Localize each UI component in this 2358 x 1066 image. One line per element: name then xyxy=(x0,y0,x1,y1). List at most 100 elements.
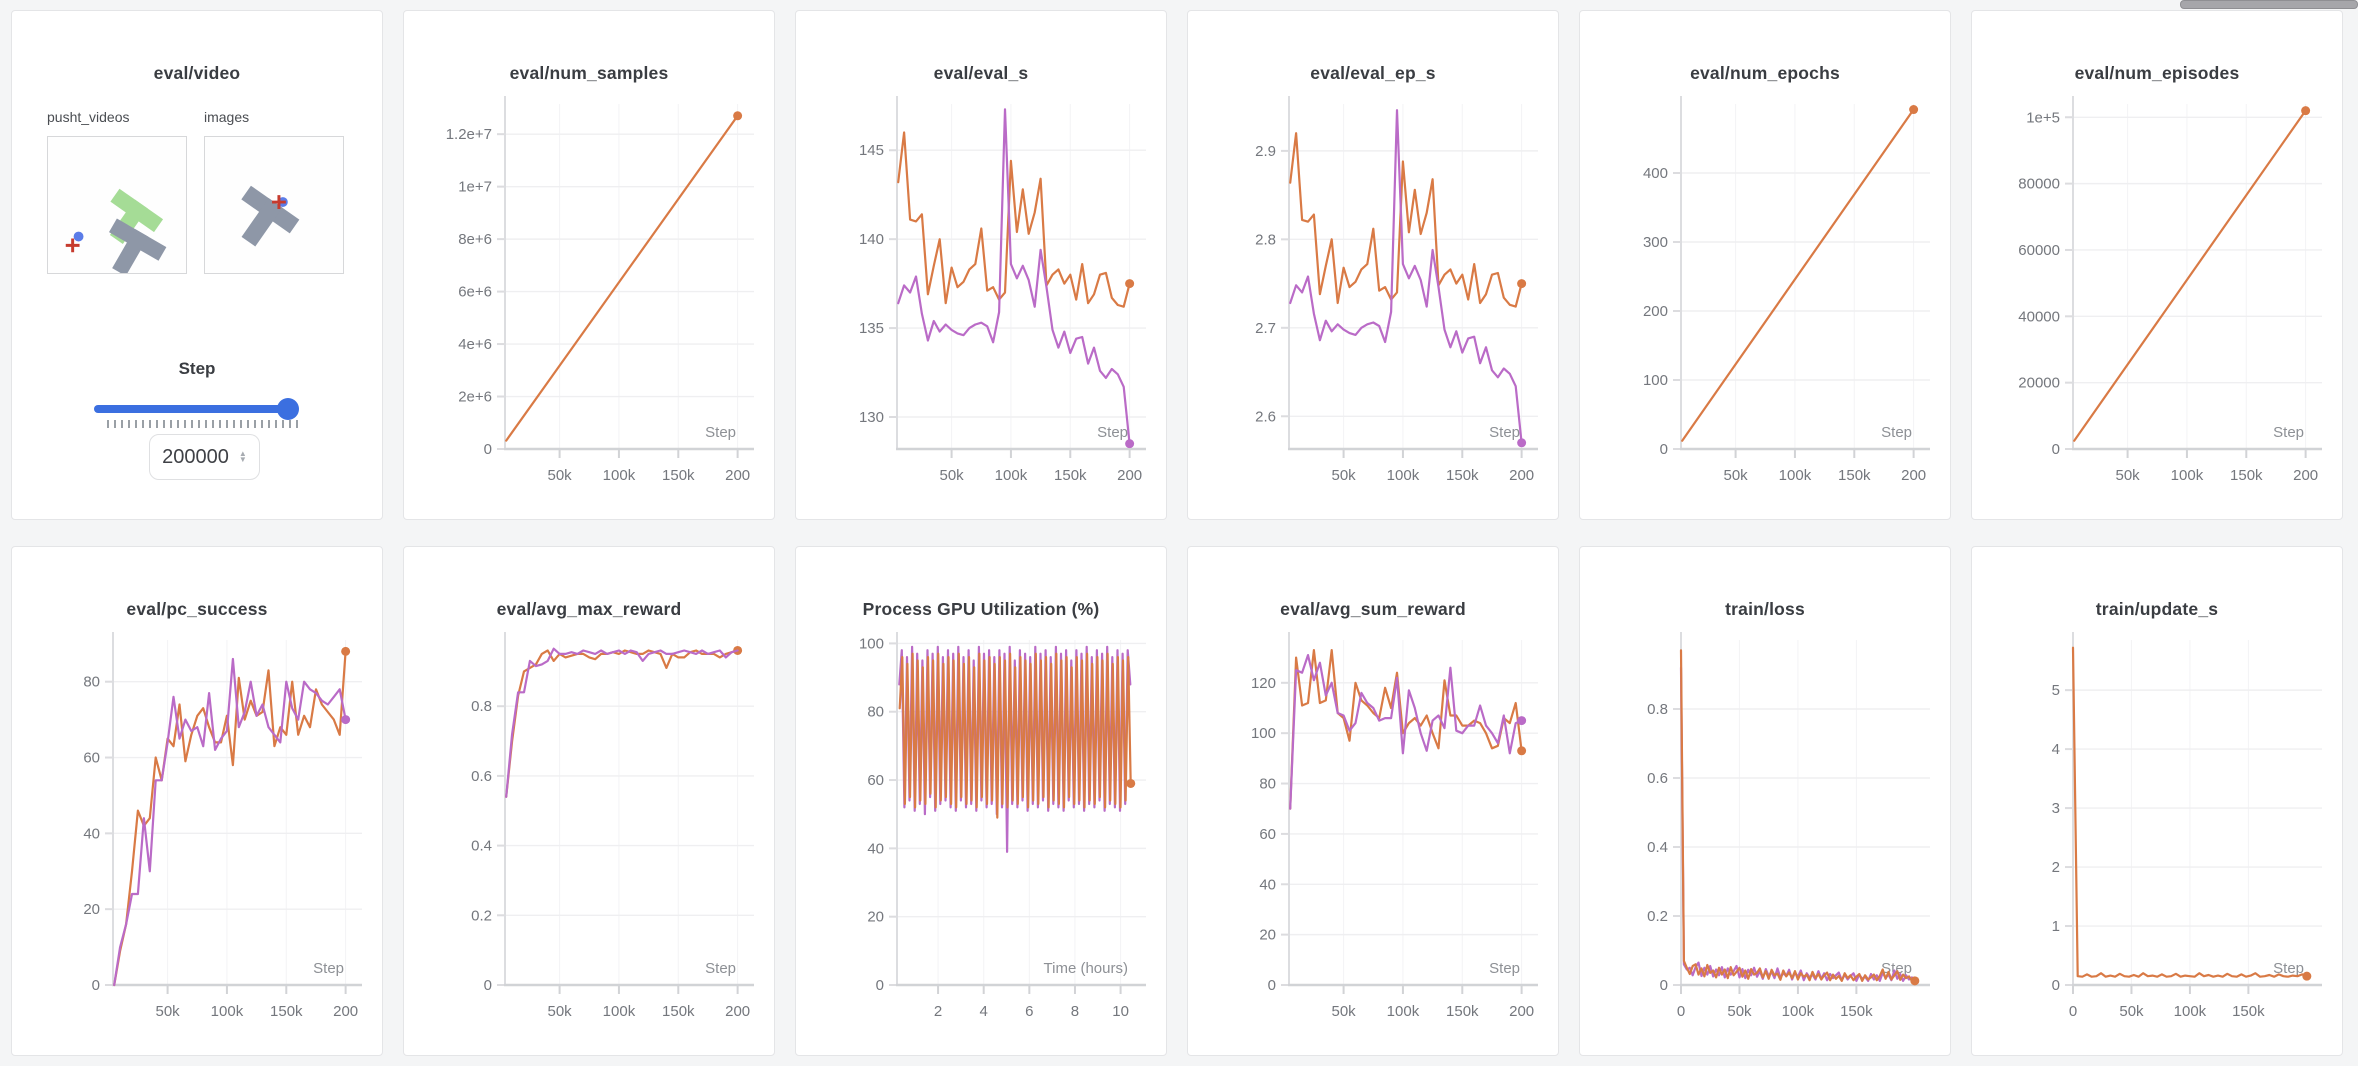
svg-text:2: 2 xyxy=(934,1003,942,1020)
svg-text:100k: 100k xyxy=(2171,467,2204,484)
svg-text:0: 0 xyxy=(1660,441,1668,458)
svg-text:Step: Step xyxy=(1097,424,1128,441)
gray-t-shape xyxy=(109,218,167,277)
svg-text:150k: 150k xyxy=(2230,467,2263,484)
svg-text:0.4: 0.4 xyxy=(1647,839,1668,856)
panel-eval-eval-ep-s: eval/eval_ep_s 2.6 2.7 2.8 2.9 50k 100k 150k 20… xyxy=(1187,10,1559,520)
svg-text:200: 200 xyxy=(1117,467,1142,484)
target-cross-icon xyxy=(272,195,286,209)
svg-text:6e+6: 6e+6 xyxy=(458,284,492,301)
chart-eval-num-episodes[interactable]: 0 20000 40000 60000 80000 1e+5 50k 100k 150k 200 S… xyxy=(1972,11,2342,517)
svg-text:Time (hours): Time (hours) xyxy=(1044,960,1128,977)
svg-text:0: 0 xyxy=(92,977,100,994)
svg-text:80000: 80000 xyxy=(2018,176,2060,193)
svg-text:50k: 50k xyxy=(156,1003,181,1020)
svg-text:20: 20 xyxy=(1259,927,1276,944)
svg-text:140: 140 xyxy=(859,231,884,248)
svg-text:0: 0 xyxy=(1660,977,1668,994)
svg-text:20000: 20000 xyxy=(2018,375,2060,392)
stepper-up-icon[interactable]: ▲ xyxy=(238,449,247,458)
svg-text:100: 100 xyxy=(1251,725,1276,742)
svg-text:0: 0 xyxy=(2052,441,2060,458)
svg-text:50k: 50k xyxy=(2119,1003,2144,1020)
chart-eval-avg-sum-reward[interactable]: 0 20 40 60 80 100 120 50k 100k 150k 200 Step xyxy=(1188,547,1558,1053)
svg-text:120: 120 xyxy=(1251,675,1276,692)
horizontal-scrollbar[interactable] xyxy=(2180,0,2358,9)
panel-title: eval/video xyxy=(153,63,241,83)
svg-text:1e+7: 1e+7 xyxy=(458,179,492,196)
svg-text:5: 5 xyxy=(2052,682,2060,699)
svg-text:40: 40 xyxy=(1259,876,1276,893)
stepper-icons: ▲ ▼ xyxy=(238,449,247,464)
svg-text:150k: 150k xyxy=(1840,1003,1873,1020)
panel-train-update-s: train/update_s 0 1 2 3 4 5 0 50k 100k 150k Step xyxy=(1971,546,2343,1056)
svg-text:4e+6: 4e+6 xyxy=(458,336,492,353)
svg-text:2.6: 2.6 xyxy=(1255,408,1276,425)
panel-eval-avg-max-reward: eval/avg_max_reward 0 0.2 0.4 0.6 0.8 50k 100k… xyxy=(403,546,775,1056)
stepper-down-icon[interactable]: ▼ xyxy=(238,455,247,464)
chart-title: train/loss xyxy=(1725,599,1805,619)
panel-train-loss: train/loss 0 0.2 0.4 0.6 0.8 0 50k 100k 150k Step xyxy=(1579,546,1951,1056)
video-thumbnail-pusht[interactable] xyxy=(47,136,187,277)
svg-text:80: 80 xyxy=(83,674,100,691)
svg-text:20: 20 xyxy=(83,901,100,918)
chart-gpu-utilization[interactable]: 0 20 40 60 80 100 2 4 6 8 10 Time (hours) xyxy=(796,547,1166,1053)
svg-text:80: 80 xyxy=(867,704,884,721)
svg-text:60000: 60000 xyxy=(2018,242,2060,259)
svg-text:0: 0 xyxy=(1677,1003,1685,1020)
panel-eval-eval-s: eval/eval_s 130 135 140 145 50k 100k 150k 200 St… xyxy=(795,10,1167,520)
svg-text:1e+5: 1e+5 xyxy=(2026,109,2060,126)
target-cross-icon xyxy=(65,238,80,253)
svg-text:1: 1 xyxy=(2052,918,2060,935)
svg-text:100k: 100k xyxy=(603,1003,636,1020)
svg-text:200: 200 xyxy=(725,467,750,484)
svg-text:Step: Step xyxy=(705,960,736,977)
svg-text:8e+6: 8e+6 xyxy=(458,231,492,248)
svg-text:100k: 100k xyxy=(2174,1003,2207,1020)
step-number-input[interactable]: 200000 ▲ ▼ xyxy=(149,434,260,480)
svg-text:150k: 150k xyxy=(662,467,695,484)
step-slider-track[interactable] xyxy=(94,405,297,413)
chart-eval-num-epochs[interactable]: 0 100 200 300 400 50k 100k 150k 200 Step xyxy=(1580,11,1950,517)
svg-text:200: 200 xyxy=(333,1003,358,1020)
svg-text:150k: 150k xyxy=(1446,1003,1479,1020)
chart-train-update-s[interactable]: 0 1 2 3 4 5 0 50k 100k 150k Step xyxy=(1972,547,2342,1053)
svg-text:50k: 50k xyxy=(548,467,573,484)
svg-text:150k: 150k xyxy=(2232,1003,2265,1020)
svg-text:100k: 100k xyxy=(1782,1003,1815,1020)
chart-title: eval/pc_success xyxy=(126,599,268,619)
svg-text:300: 300 xyxy=(1643,234,1668,251)
svg-text:150k: 150k xyxy=(1054,467,1087,484)
svg-text:Step: Step xyxy=(1881,424,1912,441)
svg-text:0.6: 0.6 xyxy=(471,768,492,785)
step-slider-handle[interactable] xyxy=(277,398,299,420)
svg-text:200: 200 xyxy=(2293,467,2318,484)
svg-text:100k: 100k xyxy=(211,1003,244,1020)
svg-text:60: 60 xyxy=(83,750,100,767)
svg-text:0: 0 xyxy=(484,441,492,458)
svg-text:150k: 150k xyxy=(1838,467,1871,484)
chart-title: eval/avg_sum_reward xyxy=(1280,599,1466,619)
svg-text:200: 200 xyxy=(1509,467,1534,484)
chart-eval-eval-ep-s[interactable]: 2.6 2.7 2.8 2.9 50k 100k 150k 200 Step xyxy=(1188,11,1558,517)
chart-eval-avg-max-reward[interactable]: 0 0.2 0.4 0.6 0.8 50k 100k 150k 200 Step xyxy=(404,547,774,1053)
image-thumbnail[interactable] xyxy=(204,136,344,274)
svg-text:2.7: 2.7 xyxy=(1255,320,1276,337)
svg-text:1.2e+7: 1.2e+7 xyxy=(446,126,492,143)
svg-text:6: 6 xyxy=(1025,1003,1033,1020)
chart-eval-pc-success[interactable]: 0 20 40 60 80 50k 100k 150k 200 Step xyxy=(12,547,382,1053)
svg-text:10: 10 xyxy=(1112,1003,1129,1020)
svg-text:100k: 100k xyxy=(995,467,1028,484)
chart-title: eval/avg_max_reward xyxy=(496,599,682,619)
svg-text:100: 100 xyxy=(1643,372,1668,389)
svg-text:200: 200 xyxy=(1901,467,1926,484)
svg-text:20: 20 xyxy=(867,909,884,926)
chart-eval-eval-s[interactable]: 130 135 140 145 50k 100k 150k 200 Step xyxy=(796,11,1166,517)
chart-title: eval/num_samples xyxy=(509,63,669,83)
agent-dot xyxy=(73,231,84,242)
panel-eval-video: eval/video pusht_videos images xyxy=(11,10,383,520)
chart-eval-num-samples[interactable]: 0 2e+6 4e+6 6e+6 8e+6 1e+7 1.2e+7 50k 100k 150k 20… xyxy=(404,11,774,517)
svg-text:50k: 50k xyxy=(548,1003,573,1020)
